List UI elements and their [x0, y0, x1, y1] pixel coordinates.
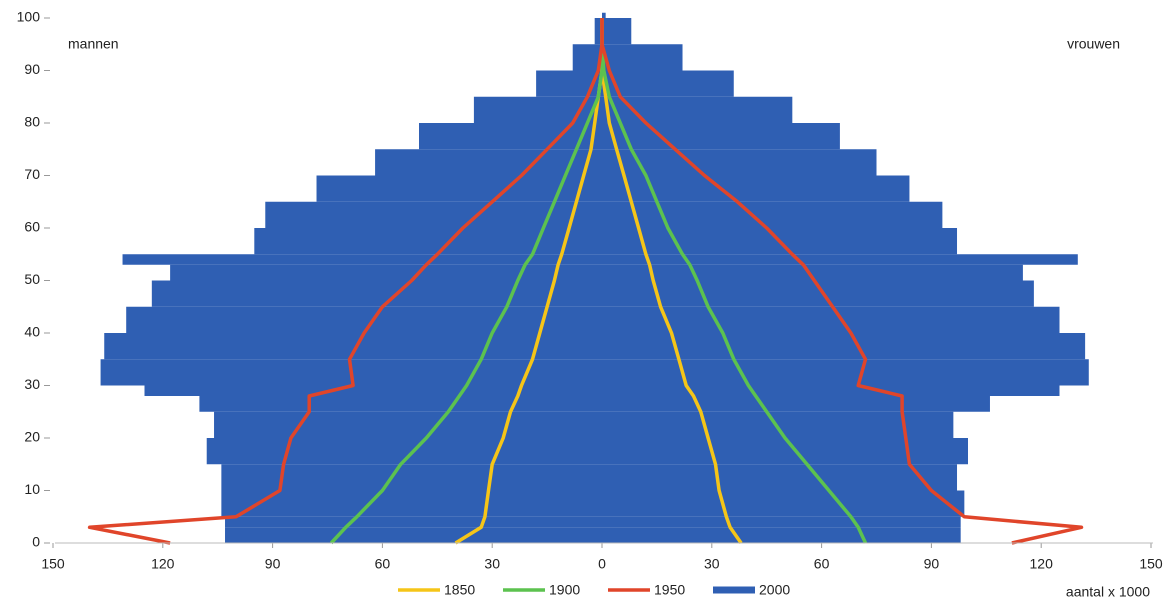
y-tick-label: 10 — [24, 481, 40, 497]
bar — [602, 18, 632, 45]
line — [600, 18, 743, 545]
y-tick-label: 30 — [24, 376, 40, 392]
bar — [602, 149, 877, 176]
bar — [602, 44, 683, 71]
y-tick-label: 100 — [17, 9, 41, 25]
x-tick-label: 90 — [265, 556, 281, 572]
legend-label: 2000 — [759, 582, 790, 598]
bar — [225, 516, 602, 528]
bar — [126, 306, 602, 333]
bar — [225, 527, 602, 543]
bar — [602, 201, 943, 228]
y-tick-label: 0 — [32, 534, 40, 550]
bar — [602, 12, 606, 18]
bar — [122, 254, 602, 265]
bar — [602, 306, 1060, 333]
bar — [214, 411, 603, 438]
x-tick-label: 60 — [814, 556, 830, 572]
bar — [572, 44, 602, 71]
bar — [594, 18, 602, 45]
x-axis-label: aantal x 1000 — [1066, 584, 1150, 600]
bar — [151, 280, 602, 307]
bar — [254, 228, 603, 255]
y-tick-label: 60 — [24, 219, 40, 235]
bar — [602, 123, 840, 150]
x-tick-label: 150 — [41, 556, 65, 572]
men-label: mannen — [68, 36, 119, 52]
x-tick-label: 120 — [1030, 556, 1054, 572]
bar — [602, 359, 1089, 386]
women-label: vrouwen — [1067, 36, 1120, 52]
bar — [170, 264, 602, 281]
y-tick-label: 50 — [24, 271, 40, 287]
bar — [602, 396, 990, 412]
x-tick-label: 0 — [598, 556, 606, 572]
bar — [602, 70, 734, 97]
bar — [602, 490, 965, 517]
x-tick-label: 120 — [151, 556, 175, 572]
bar — [602, 527, 961, 543]
bar — [602, 254, 1078, 265]
bar — [602, 264, 1023, 281]
x-tick-label: 150 — [1139, 556, 1163, 572]
bar — [602, 516, 961, 528]
bar — [602, 464, 958, 491]
bar — [199, 396, 602, 412]
x-tick-label: 60 — [375, 556, 391, 572]
line — [600, 18, 1084, 545]
bar — [221, 490, 603, 517]
bar — [602, 96, 793, 123]
line — [329, 18, 604, 545]
bar — [473, 96, 602, 123]
y-tick-label: 80 — [24, 114, 40, 130]
y-tick-label: 40 — [24, 324, 40, 340]
bar — [144, 385, 602, 396]
bar — [221, 464, 603, 491]
y-tick-label: 20 — [24, 429, 40, 445]
y-tick-label: 90 — [24, 61, 40, 77]
y-tick-label: 70 — [24, 166, 40, 182]
bar — [602, 385, 1060, 396]
line — [454, 18, 604, 545]
x-tick-label: 30 — [484, 556, 500, 572]
line — [87, 18, 604, 545]
legend-label: 1900 — [549, 582, 580, 598]
bar — [602, 333, 1086, 360]
x-tick-label: 30 — [704, 556, 720, 572]
legend-label: 1850 — [444, 582, 475, 598]
legend-label: 1950 — [654, 582, 685, 598]
x-tick-label: 90 — [924, 556, 940, 572]
bar — [375, 149, 602, 176]
bar — [419, 123, 602, 150]
line — [600, 18, 868, 544]
bar — [602, 438, 968, 465]
